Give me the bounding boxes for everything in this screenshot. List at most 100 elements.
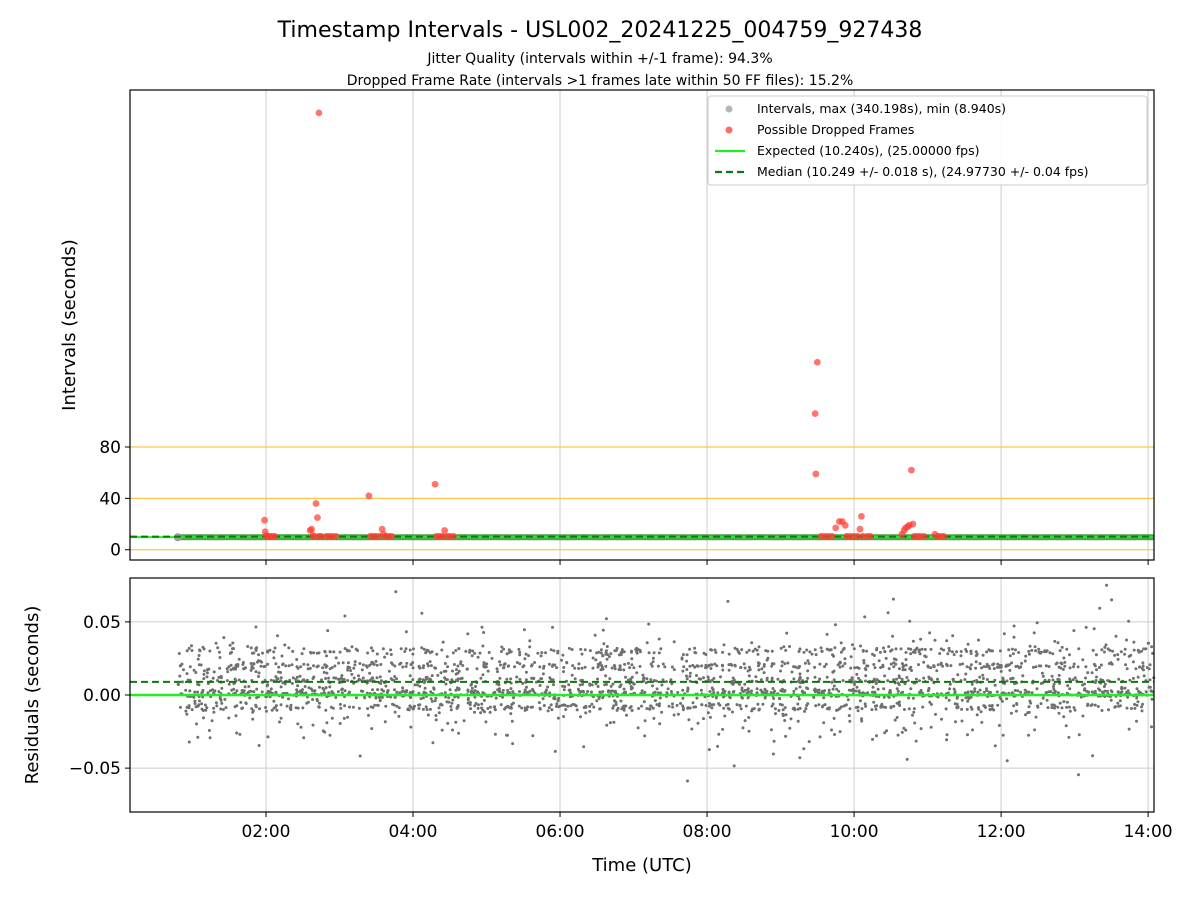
residual-point — [1072, 706, 1076, 710]
residual-point — [841, 664, 845, 668]
residual-point — [502, 663, 506, 667]
residual-point — [1076, 665, 1080, 669]
residual-point — [584, 705, 588, 709]
residual-point — [839, 641, 843, 645]
residual-point — [721, 650, 725, 654]
residual-point — [238, 732, 242, 736]
residual-point — [1060, 662, 1064, 666]
residual-point — [311, 689, 314, 693]
residual-point — [998, 649, 1002, 653]
residual-point — [719, 675, 722, 679]
residual-point — [897, 700, 901, 704]
residual-point — [822, 721, 826, 725]
residual-point — [831, 687, 835, 691]
residual-point — [832, 716, 836, 720]
residual-point — [625, 713, 628, 717]
residual-point — [964, 672, 968, 676]
residual-point — [681, 653, 685, 657]
residual-point — [704, 704, 708, 707]
residual-point — [1124, 663, 1128, 667]
residual-point — [652, 651, 656, 655]
residual-point — [568, 691, 572, 695]
residual-point — [623, 662, 627, 666]
residual-point — [629, 685, 633, 688]
residual-point — [352, 666, 356, 670]
residual-point — [842, 646, 846, 650]
residual-point — [395, 704, 399, 708]
residual-point — [612, 704, 616, 708]
residual-point — [1104, 643, 1108, 647]
residual-point — [601, 690, 605, 694]
residual-point — [528, 639, 532, 643]
residual-point — [710, 678, 714, 682]
residual-point — [437, 706, 441, 710]
residual-point — [454, 649, 458, 652]
residual-point — [914, 739, 918, 743]
residual-point — [1125, 690, 1128, 694]
residual-point — [515, 675, 519, 679]
residual-point — [988, 667, 992, 670]
residual-point — [739, 666, 743, 670]
residual-point — [376, 688, 380, 692]
residual-point — [227, 716, 231, 720]
residual-point — [434, 714, 438, 717]
residual-point — [252, 662, 256, 666]
residual-point — [1133, 702, 1136, 706]
residual-point — [992, 662, 996, 666]
residual-point — [254, 670, 258, 674]
residual-point — [229, 668, 233, 672]
residual-point — [960, 719, 964, 723]
dropped-frame-point — [858, 512, 865, 520]
residual-point — [1056, 677, 1060, 681]
residual-point — [900, 677, 904, 681]
residual-point — [922, 676, 926, 680]
residual-point — [538, 684, 542, 687]
residual-point — [229, 663, 233, 667]
residual-point — [590, 690, 593, 694]
residual-point — [645, 677, 649, 681]
residual-point — [397, 706, 401, 710]
residual-point — [283, 643, 287, 647]
residual-point — [404, 630, 408, 634]
residual-point — [398, 662, 402, 666]
residual-point — [948, 682, 952, 686]
residual-point — [217, 690, 221, 694]
residual-point — [523, 688, 527, 692]
residual-point — [913, 721, 917, 725]
residual-point — [527, 654, 530, 658]
residual-point — [323, 730, 327, 734]
residual-point — [651, 706, 655, 710]
residual-point — [220, 686, 224, 690]
residual-point — [864, 704, 868, 708]
residual-point — [343, 614, 347, 618]
residual-point — [784, 648, 788, 652]
residual-point — [872, 700, 876, 704]
residual-point — [518, 650, 522, 654]
residual-point — [713, 648, 717, 652]
residual-point — [185, 672, 189, 676]
residual-point — [746, 687, 750, 691]
residual-point — [185, 712, 189, 716]
residual-point — [596, 685, 600, 688]
residual-point — [644, 681, 648, 685]
residual-point — [553, 749, 557, 753]
residual-point — [685, 668, 689, 671]
residual-point — [443, 662, 447, 665]
residual-point — [279, 685, 283, 689]
residual-point — [658, 702, 661, 706]
dropped-frame-point — [813, 358, 821, 366]
threshold-lines — [130, 446, 1154, 551]
residual-point — [555, 702, 559, 706]
residual-point — [515, 661, 519, 664]
residual-point — [1006, 664, 1010, 668]
residual-point — [518, 677, 522, 681]
residual-point — [664, 680, 668, 684]
residual-point — [562, 715, 566, 718]
residual-point — [924, 655, 928, 659]
residual-point — [712, 676, 716, 680]
residual-point — [405, 661, 409, 665]
residual-point — [971, 728, 974, 732]
residual-point — [825, 632, 829, 636]
residual-point — [1007, 648, 1011, 652]
residual-point — [450, 678, 454, 682]
